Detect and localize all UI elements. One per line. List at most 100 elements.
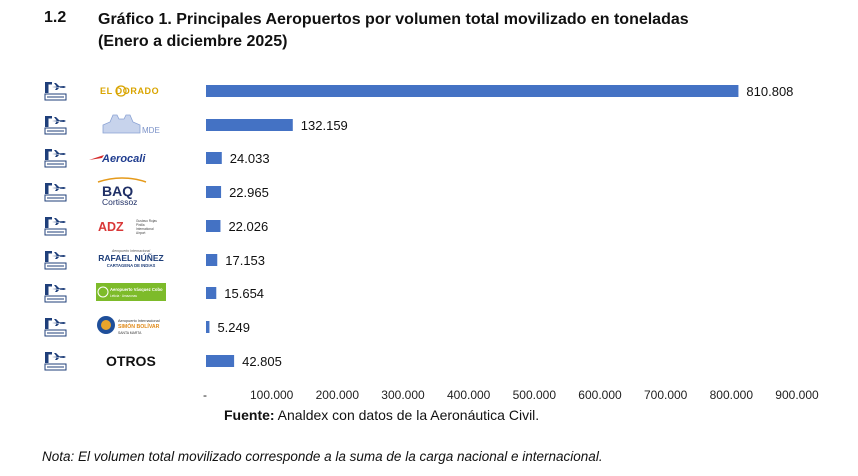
x-tick-label: 400.000 xyxy=(447,388,491,402)
aerocali-logo-text: Aerocali xyxy=(101,153,146,165)
eldorado-plane-mark xyxy=(115,85,127,97)
eldorado-logo: EL DORADO xyxy=(100,85,159,97)
vasquez-cobo-background xyxy=(96,283,166,301)
source-text: Analdex con datos de la Aeronáutica Civi… xyxy=(274,407,540,423)
mde-logo-text: MDE xyxy=(142,126,160,135)
x-tick-label: 700.000 xyxy=(644,388,688,402)
rafael-nunez-subtext: CARTAGENA DE INDIAS xyxy=(107,263,156,268)
x-tick-label: 300.000 xyxy=(381,388,425,402)
icon-part xyxy=(52,353,66,360)
vasquez-cobo-emblem xyxy=(97,286,109,298)
airport-terminal-icon xyxy=(44,149,67,168)
vasquez-cobo-subtext: Leticia · Amazonas xyxy=(110,294,137,298)
adz-logo-subtext: Gustavo Rojas xyxy=(136,219,157,223)
airport-terminal-icon xyxy=(44,82,67,101)
simon-bolivar-top-text: Aeropuerto Internacional xyxy=(118,319,160,323)
icon-part xyxy=(52,218,66,225)
bar-value-label: 42.805 xyxy=(242,354,282,369)
simon-bolivar-logo-text: SIMÓN BOLÍVAR xyxy=(118,322,160,330)
baq-logo-text: BAQ xyxy=(102,183,133,199)
icon-part xyxy=(45,352,52,355)
icon-part xyxy=(45,150,49,160)
bar xyxy=(206,254,218,266)
icon-part xyxy=(52,184,66,191)
icon-part xyxy=(45,217,52,220)
bar-value-label: 15.654 xyxy=(224,286,264,301)
mde-building-shape xyxy=(102,114,141,134)
icon-part xyxy=(45,116,52,119)
chart-title: Gráfico 1. Principales Aeropuertos por v… xyxy=(98,9,838,53)
icon-part xyxy=(45,319,49,329)
icon-part xyxy=(45,82,52,85)
icon-part xyxy=(45,353,49,363)
source-label: Fuente: xyxy=(224,407,275,423)
vasquez-cobo-logo-text: Aeropuerto Vásquez Cobo xyxy=(110,287,163,292)
icon-part xyxy=(45,183,52,186)
source-line: Fuente: Analdex con datos de la Aeronáut… xyxy=(224,407,539,423)
bar-value-label: 22.965 xyxy=(229,185,269,200)
bar xyxy=(206,321,210,333)
icon-part xyxy=(52,150,66,157)
icon-part xyxy=(52,117,66,124)
adz-logo-subtext: Pinilla xyxy=(136,223,145,227)
baq-logo-subtext: Cortissoz xyxy=(102,197,137,207)
rafael-nunez-logo-text: RAFAEL NÚÑEZ xyxy=(98,252,164,263)
x-tick-label: 500.000 xyxy=(513,388,557,402)
icon-part xyxy=(45,117,49,127)
baq-arc xyxy=(97,177,147,183)
bar-value-label: 132.159 xyxy=(301,118,348,133)
bar-value-label: 810.808 xyxy=(746,84,793,99)
x-tick-label: 100.000 xyxy=(250,388,294,402)
bar-value-label: 5.249 xyxy=(217,320,250,335)
icon-part xyxy=(52,83,66,90)
x-tick-label: - xyxy=(203,388,207,402)
bar-value-label: 22.026 xyxy=(228,219,268,234)
icon-part xyxy=(45,285,49,295)
x-tick-label: 200.000 xyxy=(316,388,360,402)
bar xyxy=(206,355,235,367)
bar-value-label: 24.033 xyxy=(230,151,270,166)
icon-part xyxy=(52,285,66,292)
adz-logo-subtext: International xyxy=(136,227,154,231)
footnote: Nota: El volumen total movilizado corres… xyxy=(42,449,603,464)
airport-terminal-icon xyxy=(44,183,67,202)
icon-part xyxy=(52,319,66,326)
airport-terminal-icon xyxy=(44,284,67,303)
airport-terminal-icon xyxy=(44,217,67,236)
icon-part xyxy=(45,83,49,93)
adz-logo: ADZ Gustavo RojasPinillaInternationalAirp… xyxy=(98,219,157,235)
bar xyxy=(206,152,222,164)
bar xyxy=(206,119,293,131)
chart-title-line2: (Enero a diciembre 2025) xyxy=(98,33,288,50)
simon-bolivar-subtext: SANTA MARTA xyxy=(118,331,142,335)
chart-title-line1: Gráfico 1. Principales Aeropuertos por v… xyxy=(98,11,689,28)
adz-logo-text: ADZ xyxy=(98,220,124,234)
bar xyxy=(206,85,739,97)
icon-part xyxy=(45,184,49,194)
bar xyxy=(206,287,217,299)
icon-part xyxy=(45,252,49,262)
airport-terminal-icon xyxy=(44,251,67,270)
eldorado-logo-text: EL DORADO xyxy=(100,86,159,96)
icon-part xyxy=(45,284,52,287)
airport-terminal-icon xyxy=(44,352,67,371)
adz-logo-subtext: Airport xyxy=(136,231,146,235)
mde-logo: MDE xyxy=(102,114,160,135)
rafael-nunez-top-text: Aeropuerto Internacional xyxy=(111,249,151,253)
section-number: 1.2 xyxy=(44,9,67,26)
x-tick-label: 600.000 xyxy=(578,388,622,402)
aerocali-logo: Aerocali xyxy=(89,153,146,165)
bar-value-label: 17.153 xyxy=(225,253,265,268)
x-tick-label: 800.000 xyxy=(710,388,754,402)
bar xyxy=(206,220,221,232)
vasquez-cobo-logo: Aeropuerto Vásquez Cobo Leticia · Amazona… xyxy=(96,283,166,301)
icon-part xyxy=(45,318,52,321)
x-tick-label: 900.000 xyxy=(775,388,819,402)
icon-part xyxy=(45,218,49,228)
simon-bolivar-emblem-inner xyxy=(101,320,111,330)
airport-terminal-icon xyxy=(44,116,67,135)
